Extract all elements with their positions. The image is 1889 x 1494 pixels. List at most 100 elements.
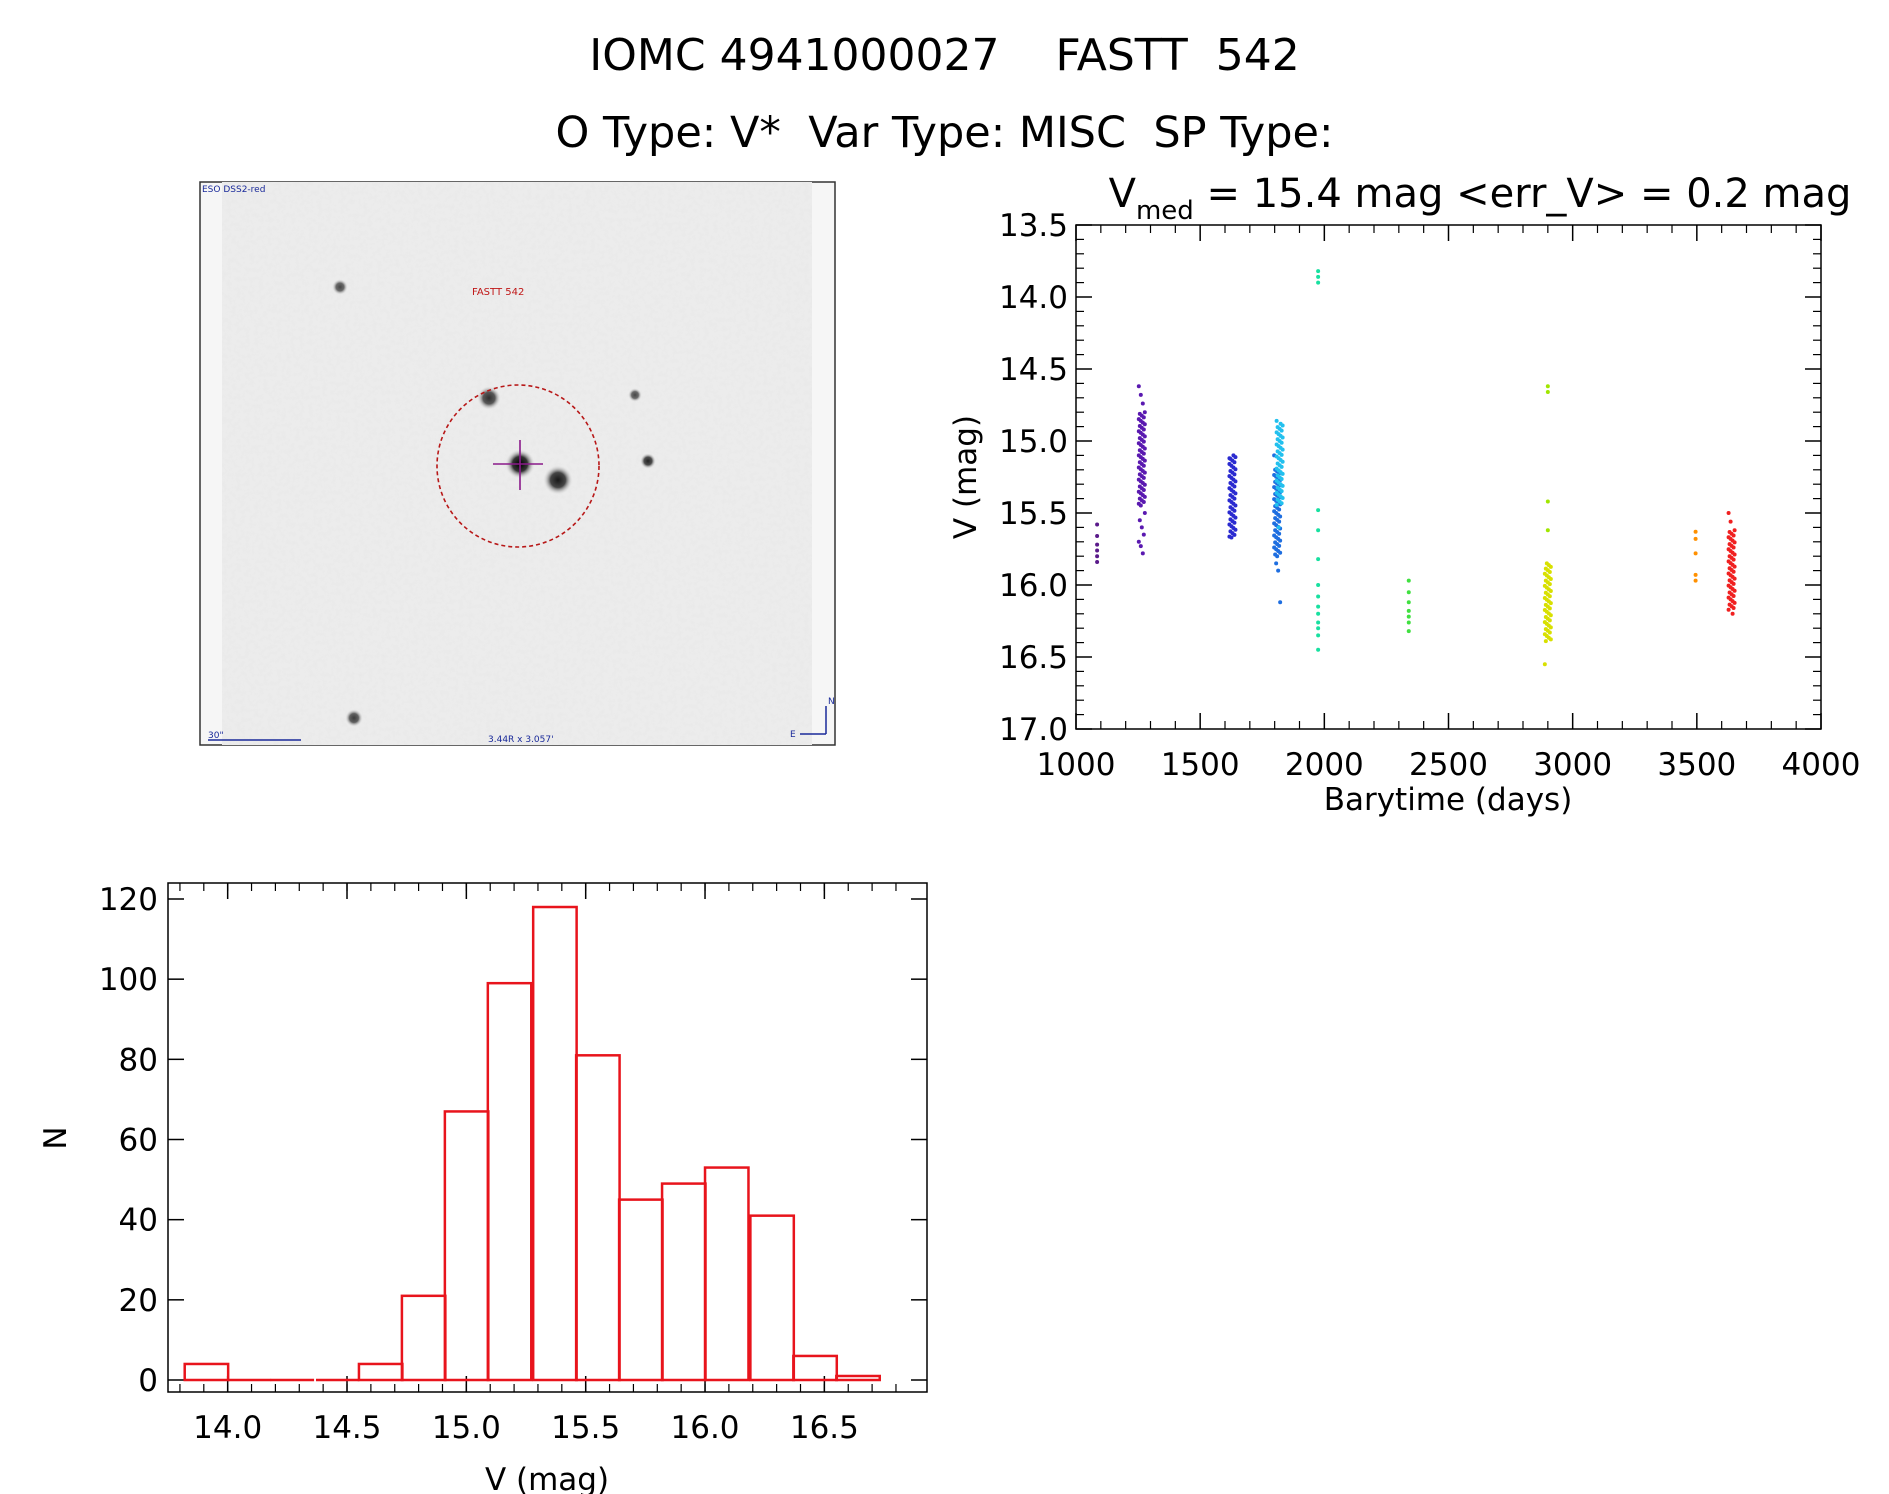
lc-point [1547, 570, 1552, 575]
vmed-label: Vmed = 15.4 mag <err_V> = 0.2 mag [1045, 171, 1889, 226]
lc-point [1280, 496, 1285, 501]
lc-x-tick-label: 1000 [1037, 747, 1116, 783]
lc-point [1278, 538, 1283, 543]
lc-point [1233, 503, 1238, 508]
lc-point [1548, 576, 1553, 581]
lc-ylabel: V (mag) [948, 415, 984, 539]
hist-bar [183, 1362, 230, 1382]
lc-point [1406, 590, 1411, 595]
lc-point [1136, 539, 1141, 544]
lc-point [1232, 496, 1237, 501]
hist-x-tick-labels: 14.0 14.5 15.0 15.5 16.0 16.5 [193, 1410, 859, 1446]
lc-point [1095, 554, 1100, 559]
lc-point [1316, 633, 1321, 638]
lc-point [1277, 531, 1282, 536]
hist-frame [167, 882, 928, 1393]
lc-point [1547, 618, 1552, 623]
lc-point [1233, 455, 1238, 460]
lc-point [1140, 401, 1145, 406]
lc-point [1732, 540, 1737, 545]
lc-point [1232, 460, 1237, 465]
lc-point [1548, 564, 1553, 569]
lc-points [1095, 269, 1737, 667]
lc-point [1316, 274, 1321, 279]
lc-point [1406, 600, 1411, 605]
page-subtitle: O Type: V* Var Type: MISC SP Type: [555, 108, 1334, 158]
lc-point [1095, 548, 1100, 553]
lc-point [1316, 269, 1321, 274]
lc-point [1693, 529, 1698, 534]
hist-bar [357, 1362, 404, 1382]
lc-point [1279, 489, 1284, 494]
lc-point [1726, 607, 1731, 612]
lc-point [1316, 647, 1321, 652]
lc-point [1732, 588, 1737, 593]
lc-point [1316, 611, 1321, 616]
lc-point [1141, 475, 1146, 480]
lc-y-tick-label: 14.5 [999, 352, 1068, 388]
page-title: IOMC 4941000027 FASTT 542 [589, 30, 1300, 81]
lc-point [1316, 620, 1321, 625]
lc-point [1316, 583, 1321, 587]
lc-point [1730, 611, 1735, 616]
lc-point [1548, 601, 1553, 606]
lc-point [1276, 525, 1281, 530]
lc-point [1731, 557, 1736, 562]
lc-point [1142, 422, 1147, 427]
lc-point [1316, 557, 1321, 562]
lc-y-tick-label: 17.0 [999, 712, 1068, 748]
lc-point [1693, 551, 1698, 556]
hist-ylabel: N [38, 1126, 74, 1149]
lc-point [1138, 544, 1143, 549]
lc-point [1141, 500, 1146, 505]
lc-point [1406, 578, 1411, 583]
lc-x-tick-labels: 1000 1500 2000 2500 3000 3500 4000 [1037, 747, 1861, 783]
lc-point [1316, 528, 1321, 533]
lc-point [1548, 589, 1553, 594]
lc-point [1277, 543, 1282, 548]
lc-point [1545, 390, 1550, 395]
hist-y-tick-label: 0 [138, 1363, 158, 1399]
lc-point [1232, 532, 1237, 537]
lc-point [1279, 428, 1284, 433]
lc-point [1728, 519, 1733, 524]
hist-y-tick-labels: 0 20 40 60 80 100 120 [99, 882, 158, 1399]
lc-point [1232, 472, 1237, 477]
lc-point [1280, 435, 1285, 440]
lc-point [1278, 550, 1283, 555]
lc-point [1279, 452, 1284, 457]
hist-bar [574, 1054, 621, 1382]
lc-point [1142, 458, 1147, 463]
lc-point [1279, 501, 1284, 506]
lc-point [1316, 508, 1321, 513]
lc-point [1548, 625, 1553, 630]
lc-y-tick-labels: 13.5 14.0 14.5 15.0 15.5 16.0 16.5 17.0 [999, 208, 1068, 748]
lc-point [1141, 463, 1146, 468]
hist-y-tick-label: 60 [119, 1123, 158, 1159]
lc-point [1280, 471, 1285, 476]
lc-point [1142, 446, 1147, 451]
lc-point [1095, 542, 1100, 547]
lc-point [1548, 637, 1553, 642]
hist-bar [400, 1294, 447, 1382]
hist-y-tick-label: 40 [119, 1203, 158, 1239]
lc-point [1693, 578, 1698, 583]
lc-point [1095, 522, 1100, 527]
lc-point [1542, 662, 1547, 667]
lc-point [1547, 594, 1552, 599]
lc-point [1137, 518, 1142, 523]
hist-y-tick-label: 120 [99, 882, 158, 918]
lc-point [1406, 614, 1411, 619]
lc-x-tick-label: 1500 [1161, 747, 1240, 783]
hist-bar [443, 1110, 490, 1382]
lc-point [1280, 459, 1285, 464]
lc-point [1276, 568, 1281, 573]
lc-y-tick-label: 16.0 [999, 568, 1068, 604]
lc-point [1142, 410, 1147, 415]
lc-point [1279, 477, 1284, 482]
hist-bar [792, 1354, 839, 1382]
hist-y-tick-label: 20 [119, 1283, 158, 1319]
hist-x-tick-label: 16.0 [671, 1410, 740, 1446]
lc-point [1732, 552, 1737, 557]
